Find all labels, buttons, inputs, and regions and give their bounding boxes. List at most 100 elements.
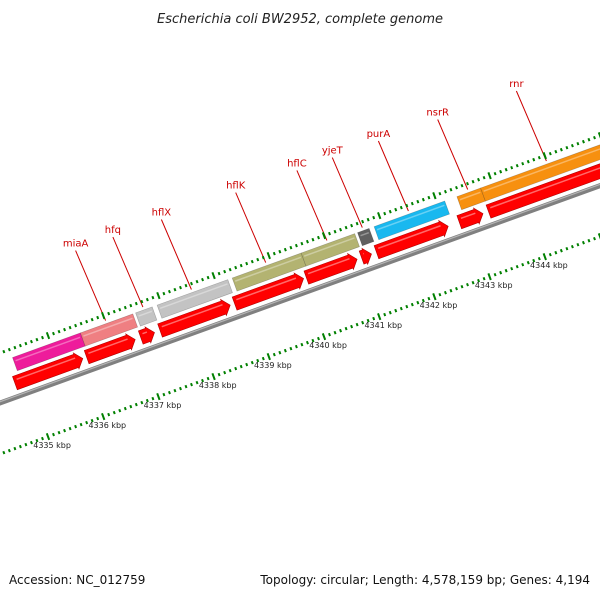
tick-mark [256, 358, 260, 363]
tick-mark [24, 341, 28, 346]
tick-mark [140, 299, 144, 304]
tick-mark [388, 310, 392, 315]
tick-mark [449, 187, 453, 192]
tick-mark [239, 364, 243, 369]
tick-mark [510, 165, 514, 170]
tick-mark [587, 238, 591, 243]
kbp-label-4344: 4344 kbp [530, 261, 568, 270]
tick-mark [234, 366, 238, 371]
tick-mark [477, 278, 481, 283]
tick-mark [366, 217, 370, 222]
tick-mark [107, 412, 111, 417]
tick-mark [228, 368, 232, 373]
tick-mark [13, 345, 17, 350]
tick-mark [96, 315, 100, 320]
tick-mark [245, 261, 249, 266]
gene-yjeT-6 [357, 228, 375, 247]
tick-mark [311, 338, 315, 343]
kbp-label-4340: 4340 kbp [309, 341, 347, 350]
tick-mark [223, 269, 227, 274]
tick-mark [24, 442, 28, 447]
gene-shine-0 [15, 336, 81, 362]
tick-mark [597, 132, 600, 139]
tick-mark [101, 412, 106, 421]
tick-mark [361, 320, 365, 325]
tick-mark [206, 275, 210, 280]
tick-mark [190, 382, 193, 387]
tick-mark [377, 313, 382, 321]
tick-mark [554, 149, 558, 154]
tick-mark [344, 225, 348, 230]
tick-mark [526, 260, 530, 265]
tick-mark [13, 446, 17, 451]
forward-feature-shine-7 [377, 225, 441, 250]
tick-mark [195, 380, 199, 385]
tick-mark [156, 392, 161, 401]
tick-mark [63, 428, 67, 433]
tick-mark [438, 191, 442, 196]
leader-line-nsrR [437, 119, 469, 190]
tick-mark [339, 328, 343, 333]
tick-mark [211, 372, 216, 381]
tick-mark [597, 233, 600, 240]
leader-line-miaA [75, 250, 107, 321]
tick-mark [245, 362, 249, 367]
gene-miaA-1 [80, 313, 138, 347]
tick-mark [311, 237, 315, 242]
gene-track [12, 144, 600, 372]
tick-mark [90, 418, 94, 423]
kbp-label-4337: 4337 kbp [144, 401, 182, 410]
gene-shine-3 [159, 283, 228, 310]
accession-text: Accession: NC_012759 [9, 573, 146, 587]
forward-feature-9 [485, 163, 600, 219]
tick-mark [35, 337, 39, 342]
tick-mark [570, 143, 574, 148]
tick-mark [167, 390, 171, 395]
tick-mark [317, 235, 320, 240]
gene-label-hflC: hflC [287, 158, 307, 169]
tick-mark [576, 242, 580, 247]
tick-mark [118, 307, 122, 312]
forward-feature-8 [456, 207, 484, 230]
forward-feature-shine-1 [88, 338, 128, 355]
tick-mark [184, 384, 188, 389]
gene-shine-5 [303, 237, 355, 257]
tick-mark [410, 201, 414, 206]
gene-shine-2 [138, 310, 153, 317]
tick-mark [455, 185, 458, 190]
tick-mark [266, 352, 271, 361]
tick-mark [29, 440, 33, 445]
tick-mark [377, 212, 382, 220]
tick-mark [410, 302, 414, 307]
tick-mark [504, 268, 508, 273]
gene-label-miaA: miaA [63, 239, 89, 250]
tick-mark [432, 192, 437, 200]
tick-mark [482, 276, 486, 281]
kbp-label-4335: 4335 kbp [33, 441, 71, 450]
tick-mark [283, 348, 287, 353]
tick-mark [151, 396, 155, 401]
tick-mark [515, 163, 519, 168]
tick-mark [294, 344, 298, 349]
tick-mark [162, 291, 166, 296]
tick-mark [443, 189, 447, 194]
tick-mark [74, 323, 78, 328]
tick-mark [18, 444, 22, 449]
tick-mark [134, 402, 138, 407]
forward-feature-shine-5 [307, 258, 350, 275]
gene-label-hflK: hflK [226, 181, 246, 192]
forward-feature-shine-2 [142, 331, 148, 335]
tick-mark [394, 207, 398, 212]
tick-mark [278, 249, 282, 254]
tick-mark [223, 370, 227, 375]
tick-mark [2, 450, 6, 455]
tick-mark [487, 273, 492, 281]
tick-mark [151, 295, 155, 300]
tick-mark [581, 240, 585, 245]
tick-mark [300, 342, 304, 347]
tick-mark [7, 347, 11, 352]
tick-mark [321, 333, 327, 341]
tick-mark [123, 406, 127, 411]
forward-feature-6 [358, 247, 372, 266]
tick-mark [283, 247, 287, 252]
